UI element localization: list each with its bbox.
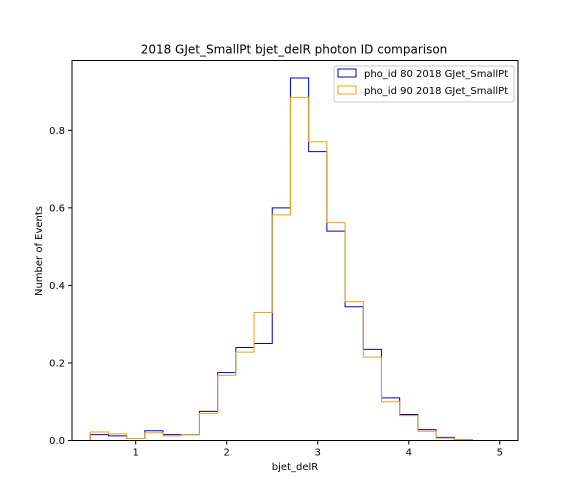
series-line-1	[89, 96, 500, 441]
legend-swatch-pho-id-90	[337, 85, 357, 95]
x-tick-label: 3	[315, 448, 321, 459]
x-axis: 1 2 3 4 5	[133, 440, 503, 459]
legend-swatch-pho-id-80	[337, 68, 357, 78]
y-axis-label: Number of Events	[34, 206, 45, 296]
y-tick-label: 0.4	[49, 281, 65, 292]
x-tick-label: 2	[224, 448, 230, 459]
y-tick-label: 0.0	[49, 436, 65, 447]
y-tick-label: 0.8	[49, 126, 65, 137]
x-tick-label: 5	[497, 448, 503, 459]
plot-area	[89, 77, 500, 441]
series-line-0	[89, 77, 500, 441]
x-tick-label: 4	[406, 448, 412, 459]
legend-box	[333, 65, 515, 103]
legend-label-pho-id-90: pho_id 90 2018 GJet_SmallPt	[364, 86, 508, 97]
chart-title: 2018 GJet_SmallPt bjet_delR photon ID co…	[141, 43, 448, 57]
legend-label-pho-id-80: pho_id 80 2018 GJet_SmallPt	[364, 69, 508, 80]
plot-frame	[71, 60, 519, 441]
y-tick-label: 0.2	[49, 358, 65, 369]
x-axis-label: bjet_delR	[272, 462, 318, 473]
y-axis: 0.0 0.2 0.4 0.6 0.8	[49, 126, 72, 447]
y-tick-label: 0.6	[49, 203, 65, 214]
x-tick-label: 1	[133, 448, 139, 459]
legend: pho_id 80 2018 GJet_SmallPt pho_id 90 20…	[333, 65, 515, 103]
